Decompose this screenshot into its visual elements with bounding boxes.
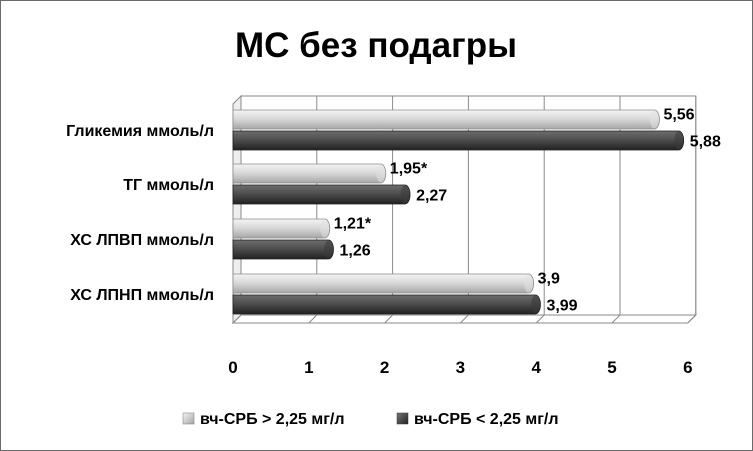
legend-swatch-series-1 <box>182 412 195 425</box>
x-axis-tick-labels: 0 1 2 3 4 5 6 <box>228 358 692 377</box>
category-label: Гликемия ммоль/л <box>66 123 214 140</box>
bar <box>232 163 387 184</box>
category-label: ХС ЛПВП ммоль/л <box>70 232 214 249</box>
legend-swatch-series-2 <box>396 412 409 425</box>
tick-label: 2 <box>380 358 389 377</box>
gridline-floor <box>687 314 697 324</box>
tick-label: 5 <box>607 358 616 377</box>
legend: вч-СРБ > 2,25 мг/л вч-СРБ < 2,25 мг/л <box>182 411 559 428</box>
category-labels: Гликемия ммоль/л ТГ ммоль/л ХС ЛПВП ммоль/… <box>66 123 214 304</box>
gridline-floor <box>460 314 469 324</box>
legend-label-series-2: вч-СРБ < 2,25 мг/л <box>414 411 559 428</box>
gridline-floor <box>308 314 318 324</box>
gridline-floor <box>535 314 545 324</box>
data-label: 3,9 <box>538 271 560 288</box>
tick-label: 0 <box>228 358 237 377</box>
tick-label: 1 <box>304 358 313 377</box>
gridline-floor <box>384 314 393 324</box>
bar-cap <box>674 131 684 150</box>
bar <box>232 130 685 151</box>
data-label: 2,27 <box>416 188 447 205</box>
category-label: ХС ЛПНП ммоль/л <box>70 287 214 304</box>
data-label: 3,99 <box>546 298 577 315</box>
tick-label: 4 <box>531 358 541 377</box>
bar-cap <box>324 240 334 259</box>
category-label: ТГ ммоль/л <box>123 177 214 194</box>
bar-cap <box>320 219 330 238</box>
tick-label: 3 <box>456 358 465 377</box>
chart-title: МС без подагры <box>235 26 517 65</box>
value-labels: 5,56 5,88 1,95* 2,27 1,21* 1,26 3,9 3,99 <box>334 107 721 315</box>
bars <box>232 109 685 315</box>
gridline-floor <box>232 314 242 324</box>
bar-cap <box>524 274 534 293</box>
bar <box>232 184 411 205</box>
data-label: 1,21* <box>334 216 372 233</box>
bar <box>232 273 535 294</box>
bar <box>232 239 334 260</box>
bar-cap <box>376 164 386 183</box>
bar <box>232 294 541 315</box>
bar-cap <box>530 295 540 314</box>
bar-cap <box>649 110 659 129</box>
legend-label-series-1: вч-СРБ > 2,25 мг/л <box>200 411 345 428</box>
gridline-floor <box>611 314 621 324</box>
data-label: 1,95* <box>390 161 428 178</box>
bar <box>232 109 660 130</box>
tick-label: 6 <box>683 358 692 377</box>
data-label: 5,56 <box>663 107 694 124</box>
bar-cap <box>400 185 410 204</box>
bar <box>232 218 331 239</box>
data-label: 1,26 <box>340 243 371 260</box>
data-label: 5,88 <box>690 134 721 151</box>
